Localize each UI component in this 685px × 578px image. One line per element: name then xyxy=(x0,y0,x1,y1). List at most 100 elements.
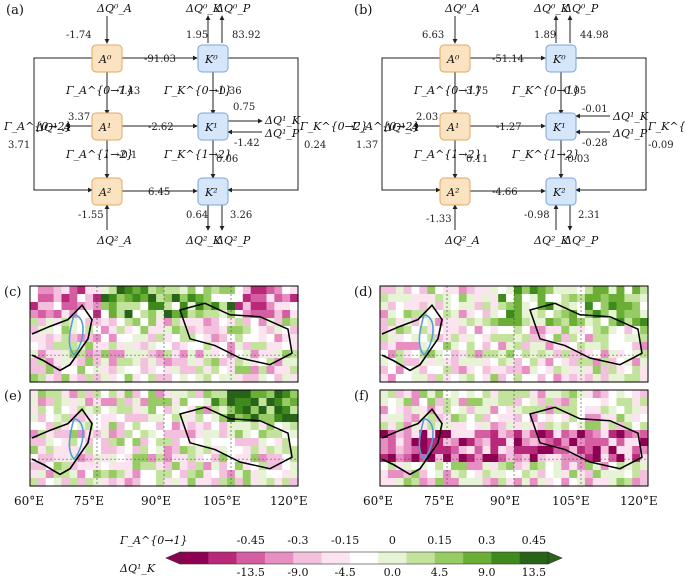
map-cell xyxy=(211,438,220,447)
map-cell xyxy=(458,390,468,399)
map-cell xyxy=(100,350,110,359)
map-cell xyxy=(458,430,468,439)
map-cell xyxy=(211,462,220,471)
map-cell xyxy=(537,350,547,359)
map-cell xyxy=(290,286,299,295)
map-cell xyxy=(514,438,523,447)
map-cell xyxy=(490,294,499,303)
map-cell xyxy=(553,398,562,407)
map-cell xyxy=(435,422,444,431)
label-qa0: ΔQ⁰_A xyxy=(96,2,132,15)
map-cell xyxy=(577,294,586,303)
map-cell xyxy=(529,478,539,487)
map-cell xyxy=(258,318,268,327)
map-cell xyxy=(443,454,452,463)
map-cell xyxy=(608,438,618,447)
panel-label-a: (a) xyxy=(6,3,24,18)
map-cell xyxy=(53,294,63,303)
map-cell xyxy=(124,302,134,311)
map-cell xyxy=(458,414,468,423)
map-cell xyxy=(140,294,149,303)
map-cell xyxy=(443,390,452,399)
xtick-right-3: 105°E xyxy=(552,494,590,508)
map-cell xyxy=(85,294,94,303)
map-cell xyxy=(403,478,413,487)
map-cell xyxy=(156,414,165,423)
map-cell xyxy=(521,462,531,471)
label-qa1-b: ΔQ¹_A xyxy=(383,121,419,134)
map-cell xyxy=(219,462,228,471)
map-cell xyxy=(584,462,594,471)
colorbar-top-tick: 0.3 xyxy=(478,534,496,547)
map-cell xyxy=(387,334,397,343)
map-cell xyxy=(69,374,78,383)
map-cell xyxy=(600,358,610,367)
map-cell xyxy=(282,414,291,423)
box-k1-label: K¹ xyxy=(204,121,218,134)
map-cell xyxy=(545,310,554,319)
map-cell xyxy=(171,406,181,415)
label-qk1-b: ΔQ¹_K xyxy=(612,110,649,123)
map-cell xyxy=(61,302,70,311)
map-cell xyxy=(411,462,420,471)
map-cell xyxy=(600,366,610,375)
map-cell xyxy=(569,398,578,407)
map-cell xyxy=(569,390,578,399)
map-cell xyxy=(403,294,413,303)
box-k0-b xyxy=(545,44,577,73)
map-cell xyxy=(608,454,618,463)
label-gamma-a12-b: Γ_A^{1→2} xyxy=(413,148,482,161)
map-cell xyxy=(53,326,63,335)
map-cell xyxy=(108,414,118,423)
map-cell xyxy=(258,454,268,463)
map-cell xyxy=(529,446,539,455)
colorbar-bin xyxy=(236,552,266,564)
map-cell xyxy=(443,446,452,455)
map-cell xyxy=(584,334,594,343)
map-cell xyxy=(266,454,275,463)
map-cell xyxy=(234,286,244,295)
map-cell xyxy=(266,374,275,383)
map-cell xyxy=(545,478,554,487)
map-cell xyxy=(116,302,126,311)
map-cell xyxy=(140,342,149,351)
map-cell xyxy=(290,422,299,431)
map-cell xyxy=(124,286,134,295)
box-a1-b xyxy=(439,112,471,141)
map-cell xyxy=(482,454,491,463)
map-cell xyxy=(624,454,633,463)
colorbar-top-tick: 0 xyxy=(389,534,396,547)
map-cell xyxy=(37,358,47,367)
map-cell xyxy=(490,358,499,367)
map-cell xyxy=(45,374,55,383)
map-cell xyxy=(156,398,165,407)
map-cell xyxy=(116,326,126,335)
map-cell xyxy=(482,342,491,351)
map-cell xyxy=(234,350,244,359)
map-cell xyxy=(561,358,570,367)
map-cell xyxy=(529,398,539,407)
map-cell xyxy=(632,286,641,295)
map-cell xyxy=(640,374,649,383)
map-cell xyxy=(290,358,299,367)
map-cell xyxy=(37,286,47,295)
map-cell xyxy=(30,374,39,383)
colorbar-bin xyxy=(378,552,407,564)
map-cell xyxy=(258,326,268,335)
map-cell xyxy=(164,326,173,335)
map-cell xyxy=(85,478,94,487)
map-cell xyxy=(380,342,389,351)
map-cell xyxy=(164,446,173,455)
map-cell xyxy=(506,326,515,335)
map-cell xyxy=(395,334,405,343)
map-cell xyxy=(608,374,618,383)
map-cell xyxy=(490,454,499,463)
map-cell xyxy=(450,350,460,359)
map-cell xyxy=(411,454,420,463)
map-cell xyxy=(608,334,618,343)
map-cell xyxy=(600,302,610,311)
map-cell xyxy=(45,446,55,455)
map-cell xyxy=(395,294,405,303)
map-cell xyxy=(411,446,420,455)
map-cell xyxy=(171,350,181,359)
